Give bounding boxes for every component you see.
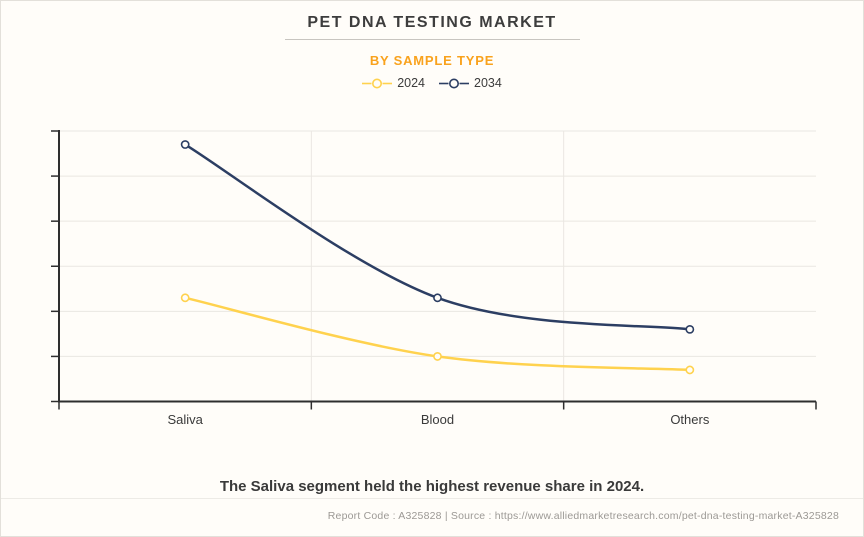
data-point-2034 bbox=[685, 324, 695, 334]
legend-item-2024: 2024 bbox=[362, 76, 425, 90]
category-labels-layer: Saliva Blood Others bbox=[167, 412, 709, 427]
chart-caption: The Saliva segment held the highest reve… bbox=[219, 478, 645, 495]
legend-item-2034: 2034 bbox=[439, 76, 502, 90]
legend-marker-2024-icon bbox=[362, 78, 393, 88]
legend-label-2024: 2024 bbox=[397, 76, 425, 90]
data-point-2024 bbox=[433, 352, 442, 361]
page-title: PET DNA TESTING MARKET bbox=[307, 14, 557, 31]
title-divider bbox=[284, 39, 580, 40]
legend-label-2034: 2034 bbox=[474, 76, 502, 90]
category-label: Others bbox=[670, 412, 710, 427]
chart-header: PET DNA TESTING MARKET BY SAMPLE TYPE 20… bbox=[1, 1, 863, 90]
data-point-2024 bbox=[180, 293, 190, 303]
data-point-2034 bbox=[180, 140, 190, 149]
chart-subtitle: BY SAMPLE TYPE bbox=[369, 53, 495, 68]
axes-layer bbox=[51, 130, 817, 410]
chart-legend: 2024 2034 bbox=[1, 76, 863, 90]
data-point-2034 bbox=[433, 293, 442, 303]
legend-marker-2034-icon bbox=[439, 78, 469, 88]
footer-divider bbox=[1, 498, 863, 499]
grid-layer bbox=[59, 130, 816, 402]
category-label: Blood bbox=[421, 412, 454, 427]
series-layer bbox=[180, 140, 695, 375]
data-point-2024 bbox=[685, 365, 695, 375]
chart-canvas: Saliva Blood Others bbox=[51, 130, 817, 427]
category-label: Saliva bbox=[167, 412, 203, 427]
footer-credit: Report Code : A325828 | Source : https:/… bbox=[327, 510, 839, 522]
